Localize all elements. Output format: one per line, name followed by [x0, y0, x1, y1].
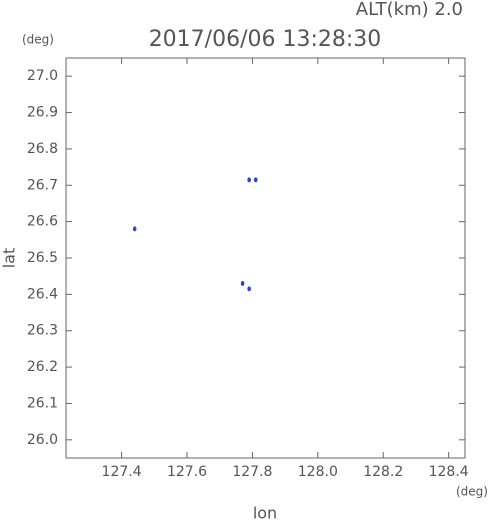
- point: [247, 286, 251, 292]
- y-unit: (deg): [22, 33, 54, 47]
- y-tick-label: 26.6: [27, 214, 58, 230]
- x-axis-label: lon: [253, 504, 277, 521]
- y-tick-label: 26.5: [27, 250, 58, 266]
- y-tick-label: 26.2: [27, 359, 58, 375]
- x-tick-label: 128.4: [429, 464, 469, 480]
- plot-frame: [65, 57, 466, 459]
- x-tick-label: 127.4: [102, 464, 142, 480]
- y-tick-label: 26.3: [27, 323, 58, 339]
- altitude-annotation: ALT(km) 2.0: [356, 0, 463, 20]
- point: [240, 280, 245, 286]
- y-tick-label: 26.0: [27, 432, 58, 448]
- y-tick-label: 27.0: [27, 68, 58, 84]
- y-tick-label: 26.1: [27, 395, 58, 411]
- y-tick-label: 26.8: [27, 141, 58, 157]
- x-tick-label: 128.0: [298, 464, 338, 480]
- point: [247, 177, 251, 183]
- y-axis-label: lat: [0, 248, 19, 269]
- x-tick-label: 128.2: [363, 464, 403, 480]
- x-tick-label: 127.6: [167, 464, 207, 480]
- point: [132, 226, 137, 232]
- x-unit: (deg): [456, 485, 488, 499]
- y-tick-label: 26.7: [27, 177, 58, 193]
- point: [253, 177, 258, 183]
- chart-title: 2017/06/06 13:28:30: [149, 27, 382, 52]
- y-tick-label: 26.9: [27, 105, 58, 121]
- x-tick-label: 127.8: [232, 464, 272, 480]
- y-tick-label: 26.4: [27, 286, 58, 302]
